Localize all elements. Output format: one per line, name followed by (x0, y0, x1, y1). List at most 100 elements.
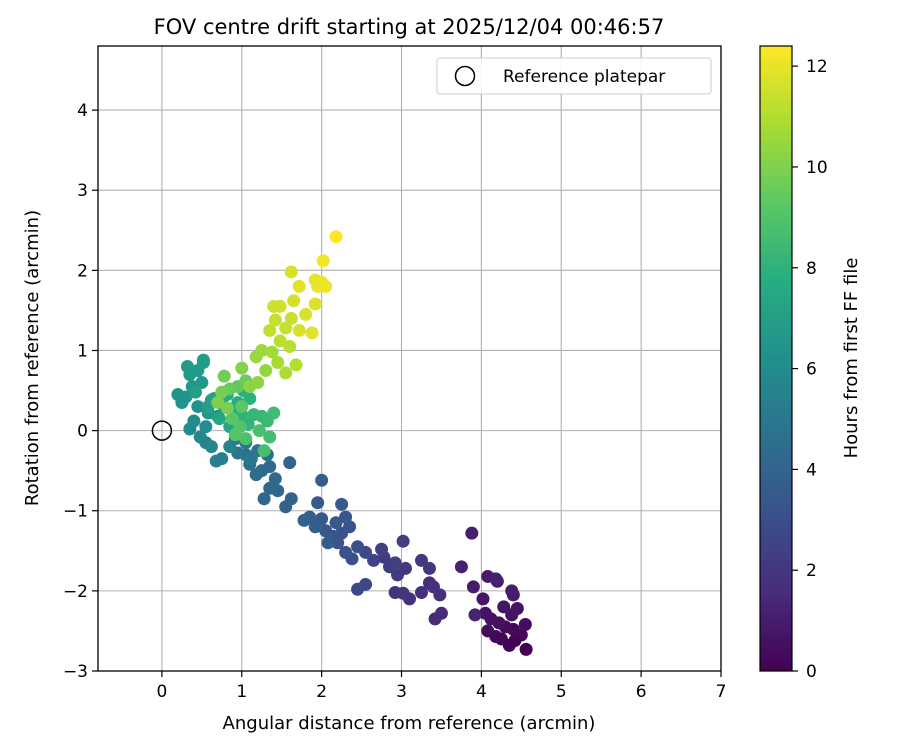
data-point (351, 540, 365, 554)
legend: Reference platepar (436, 57, 712, 95)
x-tick-label: 2 (316, 682, 327, 702)
y-tick-label: 1 (77, 341, 88, 361)
data-point (225, 412, 239, 426)
colorbar-tick-label: 6 (806, 360, 817, 380)
legend-label: Reference platepar (503, 67, 665, 87)
data-point (199, 420, 213, 434)
data-point (244, 452, 258, 466)
data-point (268, 472, 282, 486)
data-point (315, 473, 329, 487)
data-point (519, 642, 533, 656)
x-tick-label: 3 (396, 682, 407, 702)
data-point (279, 321, 293, 335)
data-point (263, 481, 277, 495)
data-point (497, 600, 511, 614)
y-tick-label: −2 (63, 582, 88, 602)
y-tick-label: −1 (63, 502, 88, 522)
data-point (273, 299, 287, 313)
y-tick-label: 2 (77, 261, 88, 281)
data-point (375, 542, 389, 556)
data-point (319, 524, 333, 538)
data-point (251, 376, 265, 390)
data-point (287, 294, 301, 308)
data-point (249, 468, 263, 482)
data-point (518, 618, 532, 632)
colorbar-tick-label: 10 (806, 158, 828, 178)
data-point (209, 454, 223, 468)
data-point (271, 356, 285, 370)
data-point (454, 560, 468, 574)
data-point (466, 580, 480, 594)
data-point (414, 553, 428, 567)
data-point (257, 492, 271, 506)
legend-box (436, 57, 712, 95)
colorbar-tick-label: 0 (806, 662, 817, 682)
grid (98, 46, 722, 672)
data-point (319, 279, 333, 293)
data-point (211, 396, 225, 410)
data-point (252, 424, 266, 438)
data-point (284, 265, 298, 279)
data-point (321, 536, 335, 550)
data-point (196, 353, 210, 367)
data-point (180, 360, 194, 374)
data-point (191, 400, 205, 414)
data-point (279, 366, 293, 380)
legend-marker (454, 65, 476, 87)
data-point (297, 513, 311, 527)
data-point (308, 297, 322, 311)
data-point (243, 392, 257, 406)
x-tick-label: 7 (716, 682, 727, 702)
colorbar-tick-label: 12 (806, 57, 828, 77)
y-tick-label: 3 (77, 181, 88, 201)
colorbar: 0 2 4 6 8 10 12 Hours from first FF file (759, 45, 862, 682)
data-point (339, 545, 353, 559)
data-point (505, 584, 519, 598)
axis-ticks: 0 1 2 3 4 5 6 7 −3 −2 −1 0 1 2 3 4 (63, 101, 726, 702)
data-point (283, 339, 297, 353)
data-point (283, 456, 297, 470)
data-point (489, 572, 503, 586)
data-point (305, 326, 319, 340)
data-point (316, 254, 330, 268)
data-point (426, 580, 440, 594)
y-axis-label: Rotation from reference (arcmin) (22, 210, 43, 506)
data-point (279, 500, 293, 514)
data-point (292, 279, 306, 293)
data-points (171, 230, 533, 656)
data-point (422, 561, 436, 575)
data-point (284, 311, 298, 325)
data-point (212, 412, 226, 426)
data-point (220, 401, 234, 415)
data-point (259, 364, 273, 378)
data-point (204, 440, 218, 454)
data-point (235, 361, 249, 375)
data-point (329, 230, 343, 244)
data-point (265, 345, 279, 359)
data-point (396, 534, 410, 548)
data-point (289, 358, 303, 372)
data-point (311, 496, 325, 510)
data-point (388, 585, 402, 599)
colorbar-tick-label: 2 (806, 561, 817, 581)
data-point (478, 606, 492, 620)
x-tick-label: 6 (636, 682, 647, 702)
data-point (268, 313, 282, 327)
data-point (193, 430, 207, 444)
x-tick-label: 0 (156, 682, 167, 702)
data-point (414, 585, 428, 599)
y-tick-label: 0 (77, 422, 88, 442)
data-point (335, 497, 349, 511)
data-point (367, 553, 381, 567)
colorbar-label: Hours from first FF file (841, 258, 862, 459)
data-point (391, 568, 405, 582)
data-point (171, 388, 185, 402)
x-tick-label: 4 (476, 682, 487, 702)
data-point (308, 520, 322, 534)
y-tick-label: −3 (63, 662, 88, 682)
data-point (195, 376, 209, 390)
data-point (267, 406, 281, 420)
data-point (239, 432, 253, 446)
data-point (388, 556, 402, 570)
data-point (339, 510, 353, 524)
